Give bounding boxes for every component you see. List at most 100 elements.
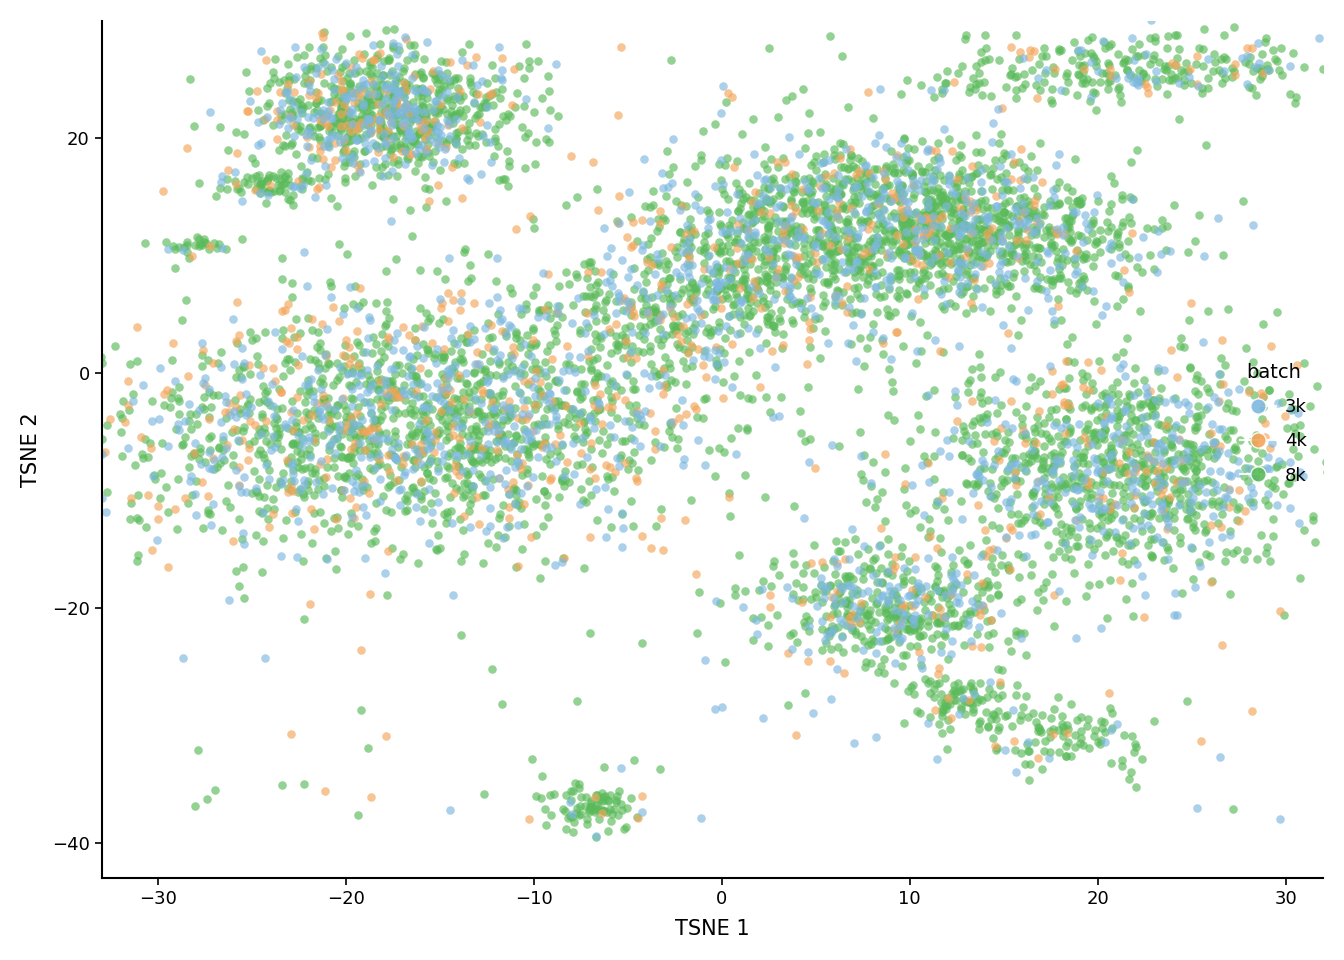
Point [126, 511, 148, 526]
Point [1238, 385, 1259, 400]
Point [980, 230, 1001, 246]
Point [800, 289, 821, 304]
Point [1021, 225, 1043, 240]
Point [367, 436, 388, 451]
Point [423, 67, 445, 83]
Point [638, 214, 660, 229]
Point [1157, 542, 1179, 558]
Point [1106, 402, 1128, 418]
Point [509, 432, 531, 447]
Point [827, 208, 848, 224]
Point [706, 356, 727, 372]
Point [1128, 78, 1149, 93]
Point [435, 193, 457, 208]
Point [309, 112, 331, 128]
Point [1093, 454, 1114, 469]
Point [1183, 571, 1204, 587]
Point [228, 578, 250, 593]
Point [1027, 473, 1048, 489]
Point [1156, 460, 1177, 475]
Point [411, 336, 433, 351]
Point [828, 183, 849, 199]
Point [398, 120, 419, 135]
Point [640, 540, 661, 555]
Point [818, 628, 840, 643]
Point [401, 362, 422, 377]
Point [513, 496, 535, 512]
Point [1091, 462, 1113, 477]
Point [862, 235, 883, 251]
Point [818, 217, 840, 232]
Point [925, 231, 946, 247]
Point [669, 224, 691, 239]
Point [1265, 51, 1286, 66]
Point [755, 190, 777, 205]
Point [328, 423, 349, 439]
Point [313, 516, 335, 531]
Point [626, 410, 648, 425]
Point [409, 416, 430, 431]
Point [1077, 282, 1098, 298]
Point [314, 396, 336, 412]
Point [961, 593, 982, 609]
Point [750, 609, 771, 624]
Point [364, 523, 386, 539]
Point [438, 113, 460, 129]
Point [534, 410, 555, 425]
Point [691, 148, 712, 163]
Point [1039, 750, 1060, 765]
Point [883, 165, 905, 180]
Point [962, 271, 984, 286]
Point [371, 77, 392, 92]
Point [632, 212, 653, 228]
Point [598, 286, 620, 301]
Point [977, 210, 999, 226]
Point [941, 184, 962, 200]
Point [1118, 284, 1140, 300]
Point [1040, 402, 1062, 418]
Point [172, 651, 194, 666]
Point [895, 147, 917, 162]
Point [222, 458, 243, 473]
Point [909, 219, 930, 234]
Point [820, 641, 841, 657]
Point [340, 411, 362, 426]
Point [141, 393, 163, 408]
Point [249, 488, 270, 503]
Point [415, 412, 437, 427]
Point [390, 120, 411, 135]
Point [1224, 67, 1246, 83]
Point [509, 333, 531, 348]
Point [431, 67, 453, 83]
Point [395, 449, 417, 465]
Point [1066, 204, 1087, 220]
Point [798, 170, 820, 185]
Point [792, 81, 813, 96]
Point [1005, 687, 1027, 703]
Point [1011, 237, 1032, 252]
Point [685, 409, 707, 424]
Point [754, 139, 775, 155]
Point [280, 482, 301, 497]
Point [1324, 513, 1344, 528]
Point [1056, 733, 1078, 749]
Point [392, 546, 414, 562]
Point [879, 191, 900, 206]
Point [626, 810, 648, 826]
Point [430, 382, 452, 397]
Point [1090, 732, 1111, 748]
Point [413, 422, 434, 438]
Point [250, 176, 271, 191]
Point [785, 180, 806, 196]
Point [630, 407, 652, 422]
Point [320, 102, 341, 117]
Point [696, 271, 718, 286]
Point [370, 401, 391, 417]
Point [646, 288, 668, 303]
Point [386, 357, 407, 372]
Point [368, 114, 390, 130]
Point [427, 178, 449, 193]
Point [452, 427, 473, 443]
Point [1090, 466, 1111, 481]
Point [997, 254, 1019, 270]
